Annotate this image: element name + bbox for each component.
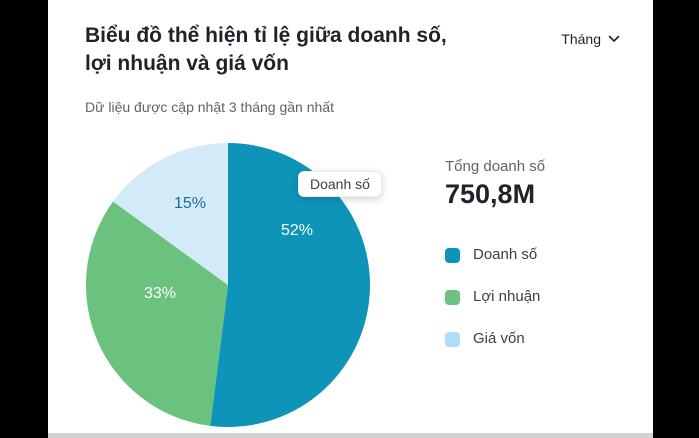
legend-swatch-doanh-so	[445, 247, 460, 263]
legend-item-gia-von[interactable]: Giá vốn	[445, 331, 635, 347]
bottom-divider	[48, 433, 653, 438]
page-title: Biểu đồ thể hiện tỉ lệ giữa doanh số, lợ…	[85, 22, 447, 78]
chart-card: Biểu đồ thể hiện tỉ lệ giữa doanh số, lợ…	[48, 0, 653, 438]
chart-tooltip: Doanh số	[298, 171, 382, 197]
pie-slice-2[interactable]	[113, 143, 228, 285]
chart-legend: Doanh số Lợi nhuận Giá vốn	[445, 247, 635, 347]
pie-chart[interactable]	[86, 143, 370, 427]
chart-tooltip-label: Doanh số	[310, 176, 370, 192]
page-title-line2: lợi nhuận và giá vốn	[85, 52, 289, 75]
summary-panel: Tổng doanh số 750,8M Doanh số Lợi nhuận …	[445, 157, 635, 373]
chevron-down-icon	[608, 35, 620, 43]
legend-label-loi-nhuan: Lợi nhuận	[473, 288, 541, 305]
total-sales-label: Tổng doanh số	[445, 158, 546, 175]
legend-item-doanh-so[interactable]: Doanh số	[445, 247, 635, 263]
chart-subtitle: Dữ liệu được cập nhật 3 tháng gần nhất	[85, 99, 334, 115]
legend-label-gia-von: Giá vốn	[473, 330, 525, 347]
legend-item-loi-nhuan[interactable]: Lợi nhuận	[445, 289, 635, 305]
page-title-line1: Biểu đồ thể hiện tỉ lệ giữa doanh số,	[85, 24, 447, 47]
legend-label-doanh-so: Doanh số	[473, 246, 538, 263]
slice-percent-doanh-so: 52%	[280, 222, 314, 239]
legend-swatch-gia-von	[445, 331, 460, 347]
period-dropdown-label: Tháng	[561, 31, 601, 47]
pie-slice-0[interactable]	[210, 143, 370, 427]
slice-percent-loi-nhuan: 33%	[143, 285, 177, 302]
period-dropdown[interactable]: Tháng	[559, 29, 622, 49]
slice-percent-gia-von: 15%	[173, 195, 207, 212]
pie-slice-1[interactable]	[86, 201, 228, 426]
legend-swatch-loi-nhuan	[445, 289, 460, 305]
total-sales-value: 750,8M	[445, 179, 536, 209]
